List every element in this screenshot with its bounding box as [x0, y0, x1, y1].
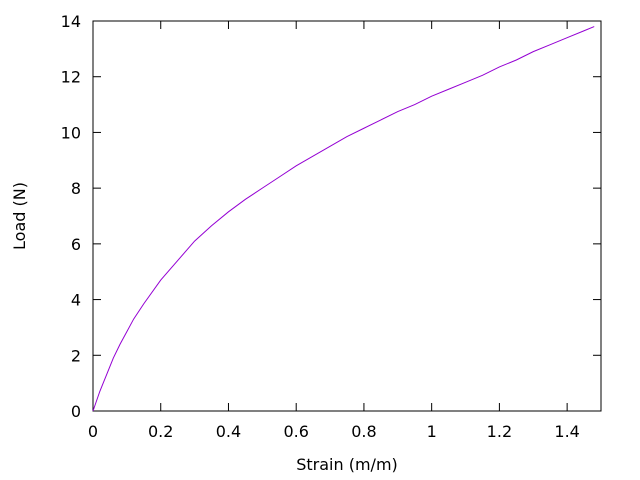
- x-tick-label: 1.4: [554, 422, 579, 441]
- y-tick-label: 14: [61, 12, 81, 31]
- x-tick-label: 0.6: [283, 422, 308, 441]
- series-line: [92, 26, 595, 412]
- y-tick-label: 8: [71, 179, 81, 198]
- plot-frame: [92, 20, 602, 412]
- y-tick-label: 10: [61, 123, 81, 142]
- x-tick-label: 0: [88, 422, 98, 441]
- y-axis-title: Load (N): [10, 182, 29, 250]
- y-tick-label: 2: [71, 346, 81, 365]
- y-axis-ticks: [93, 20, 601, 412]
- x-tick-label: 0.8: [351, 422, 376, 441]
- x-axis-title: Strain (m/m): [296, 455, 398, 474]
- x-tick-label: 0.4: [216, 422, 241, 441]
- x-tick-label: 1: [427, 422, 437, 441]
- y-axis-tick-labels: 0 2 4 6 8 10 12 14: [61, 12, 81, 421]
- x-axis-ticks: [92, 21, 568, 411]
- x-tick-label: 0.2: [148, 422, 173, 441]
- x-tick-label: 1.2: [487, 422, 512, 441]
- x-axis-tick-labels: 0 0.2 0.4 0.6 0.8 1 1.2 1.4: [88, 422, 580, 441]
- y-tick-label: 4: [71, 291, 81, 310]
- y-tick-label: 0: [71, 402, 81, 421]
- y-tick-label: 12: [61, 68, 81, 87]
- y-tick-label: 6: [71, 235, 81, 254]
